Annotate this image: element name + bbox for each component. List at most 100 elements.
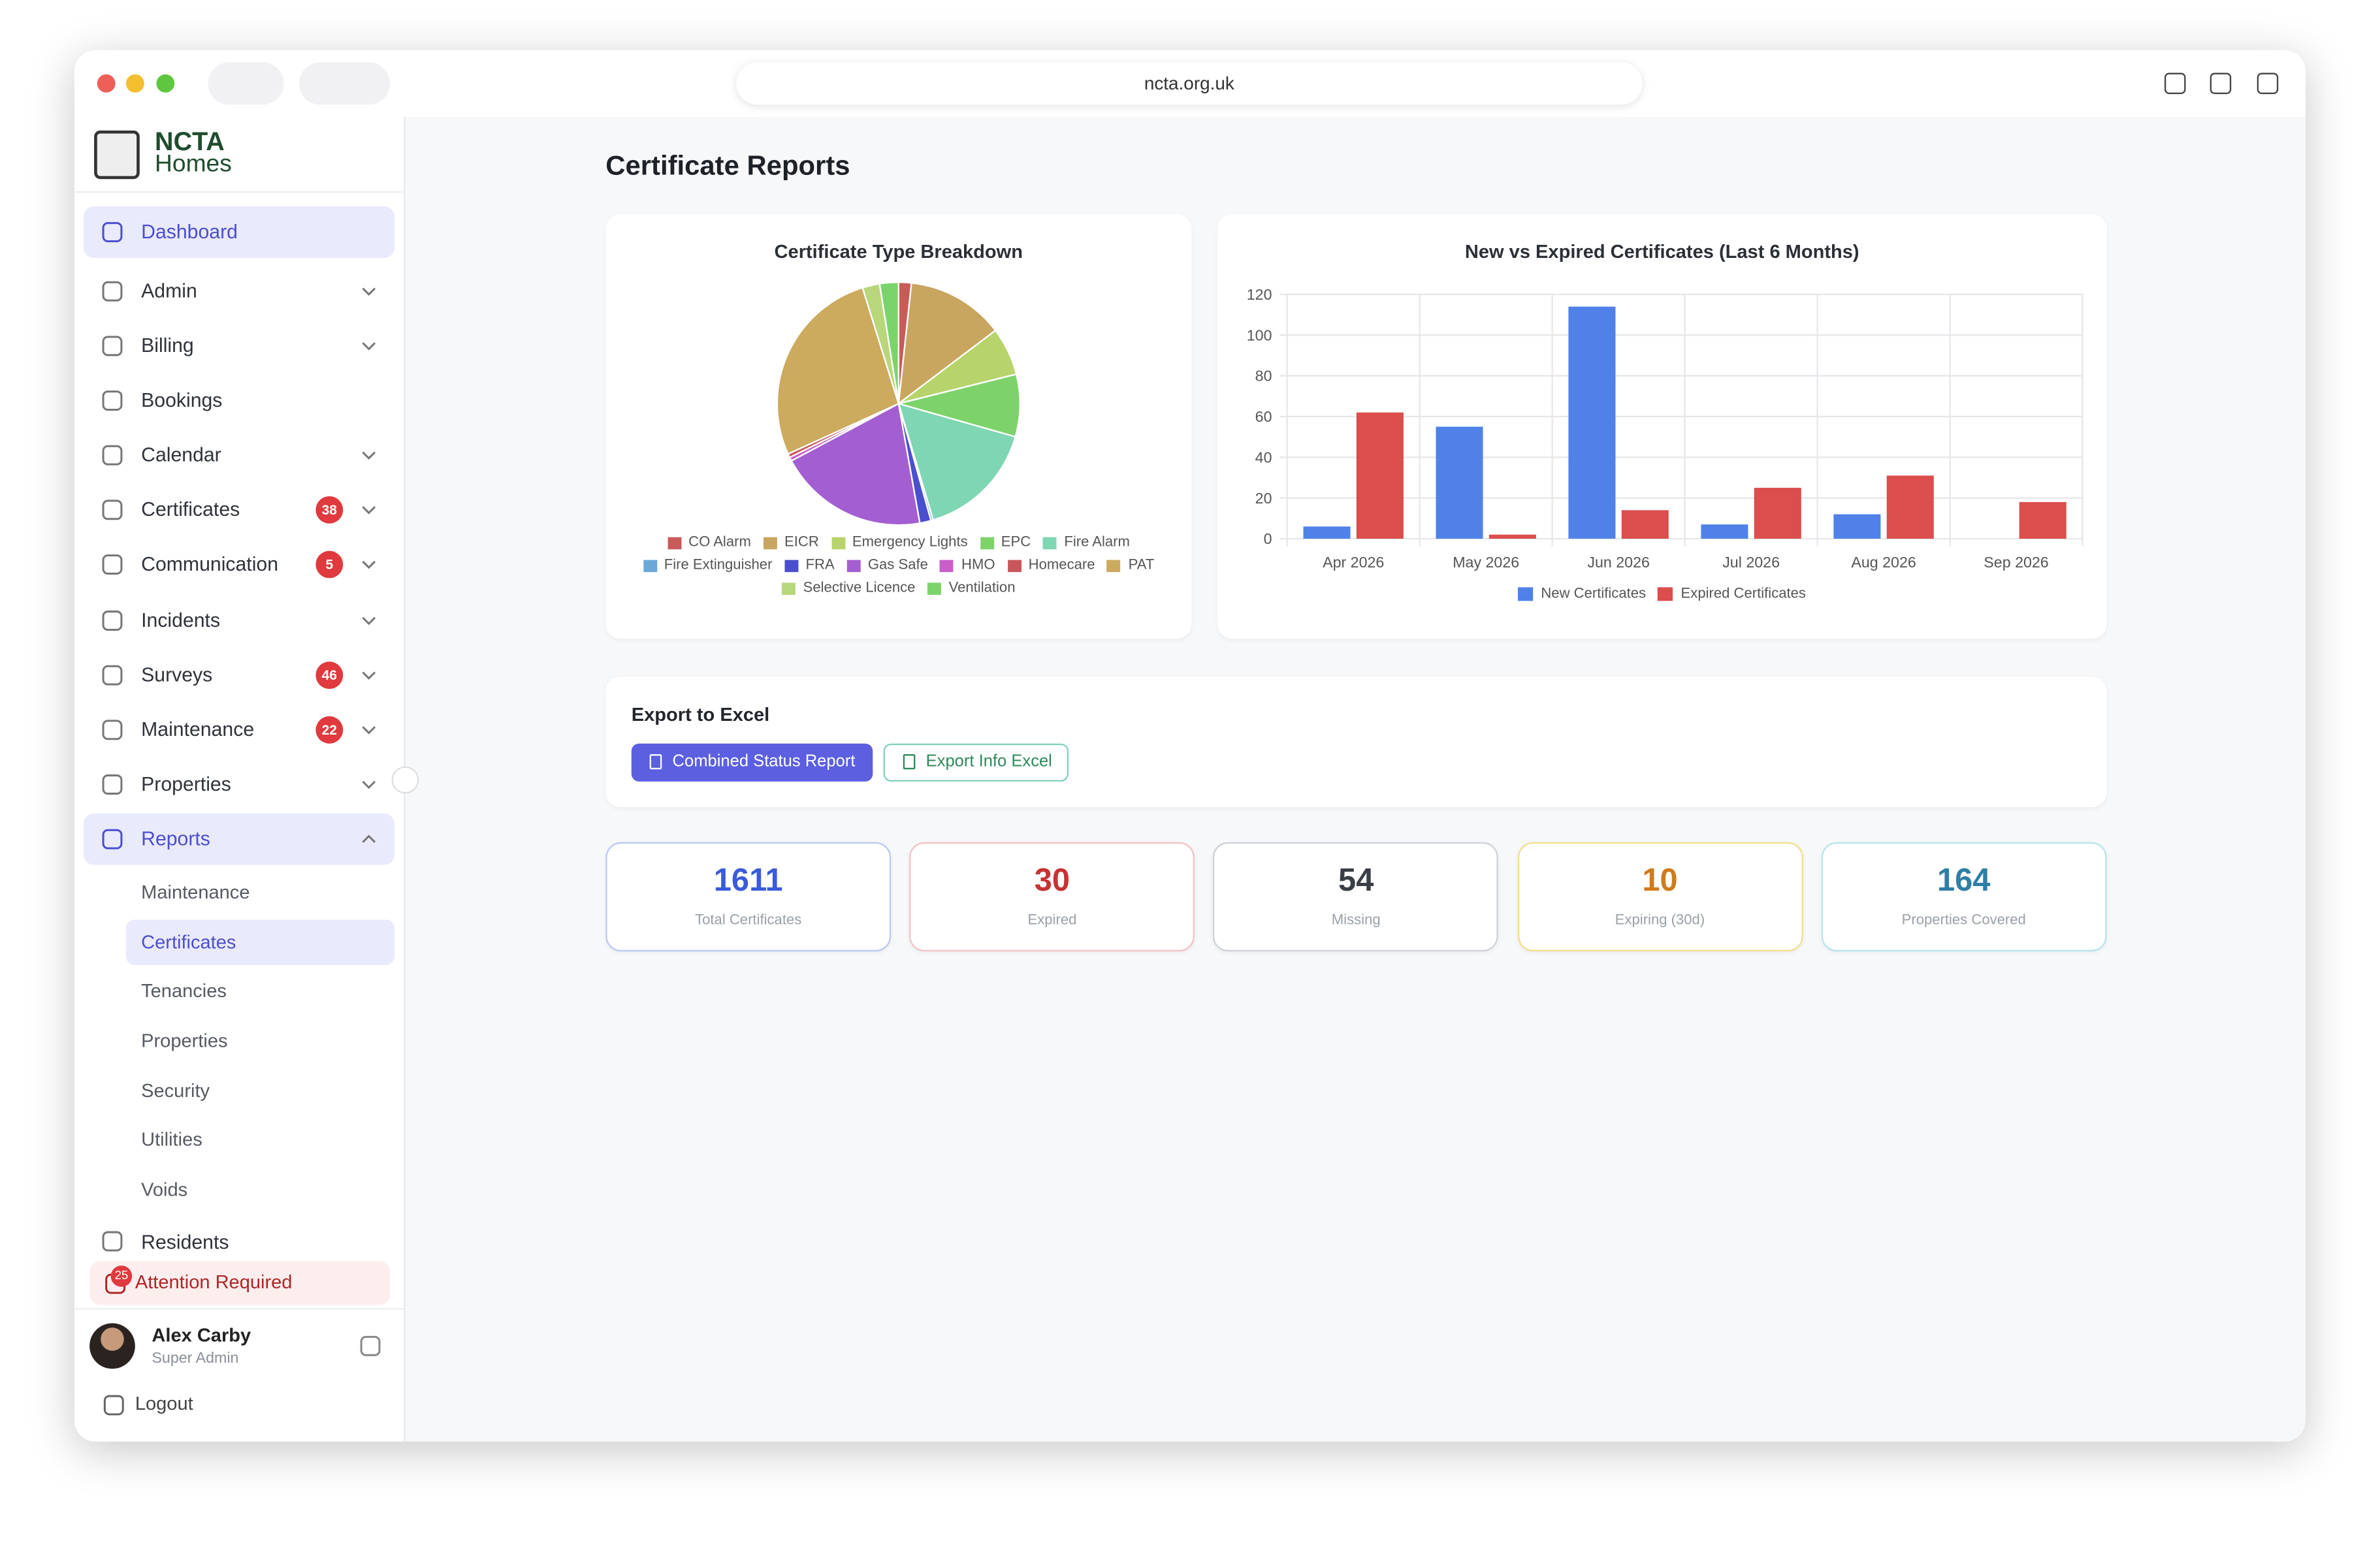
stat-value: 1611: [713, 863, 783, 898]
logo-line2: Homes: [155, 151, 232, 178]
nav-item[interactable]: Maintenance 22: [84, 704, 394, 755]
address-bar[interactable]: ncta.org.uk: [736, 62, 1643, 105]
user-name: Alex Carby: [152, 1324, 251, 1346]
bar: [1754, 488, 1801, 539]
legend-swatch: [831, 536, 845, 549]
stat-label: Expiring (30d): [1615, 912, 1705, 929]
nav-item[interactable]: Billing: [84, 320, 394, 372]
legend-swatch: [940, 559, 954, 571]
subnav-item[interactable]: Security: [126, 1068, 394, 1114]
legend-swatch: [667, 536, 681, 549]
window-control[interactable]: [97, 74, 116, 93]
legend-item: Emergency Lights: [831, 534, 968, 551]
nav-icon: [102, 665, 123, 686]
export-title: Export to Excel: [631, 704, 770, 725]
collapse-button[interactable]: [391, 766, 419, 794]
legend-label: EICR: [784, 534, 819, 551]
legend-swatch: [1658, 587, 1673, 601]
chevron: [362, 287, 376, 296]
button-export-info[interactable]: Export Info Excel: [883, 743, 1069, 782]
pie-slice: [897, 402, 1017, 521]
y-tick-label: 0: [1264, 530, 1272, 547]
legend-label: EPC: [1001, 534, 1031, 551]
chevron-line: [362, 671, 376, 680]
button-combined-report[interactable]: Combined Status Report: [631, 743, 873, 782]
nav-item[interactable]: Residents: [84, 1223, 394, 1260]
nav-item[interactable]: Dashboard: [83, 206, 395, 259]
nav-item[interactable]: Surveys 46: [84, 650, 394, 701]
pie-slice: [790, 402, 921, 526]
nav-item[interactable]: Certificates 38: [84, 484, 394, 535]
chevron: [362, 726, 376, 735]
chevron: [362, 451, 376, 460]
legend-label: Ventilation: [948, 579, 1016, 597]
legend-label: Fire Extinguisher: [664, 556, 773, 574]
legend: New Certificates Expired Certificates: [1217, 586, 2107, 603]
subnav-item[interactable]: Properties: [126, 1018, 394, 1064]
legend-label: Expired Certificates: [1680, 586, 1806, 603]
nav-item[interactable]: Reports: [83, 813, 395, 865]
chevron: [362, 616, 376, 626]
button-icon: [649, 754, 662, 770]
toolbar-button[interactable]: [2210, 72, 2232, 95]
stat-value: 54: [1338, 863, 1374, 898]
stat-label: Missing: [1331, 912, 1381, 929]
x-tick-label: Sep 2026: [1984, 554, 2048, 571]
toolbar-button[interactable]: [2257, 72, 2279, 95]
nav-icon: [360, 1335, 381, 1356]
nav-buttons[interactable]: [298, 62, 391, 105]
y-tick-label: 40: [1255, 449, 1272, 466]
bar: [1488, 534, 1536, 539]
legend-swatch: [763, 536, 777, 549]
nav-label: Bookings: [141, 388, 223, 411]
chevron-line: [362, 726, 376, 735]
window-control[interactable]: [125, 74, 144, 93]
subnav-item[interactable]: Utilities: [126, 1117, 394, 1162]
legend-item: EICR: [763, 534, 819, 551]
nav-item[interactable]: Communication 5: [84, 539, 394, 590]
attention[interactable]: 25 Attention Required: [89, 1261, 391, 1305]
legend-item: Ventilation: [927, 579, 1016, 597]
subnav-label: Security: [141, 1080, 210, 1102]
legend-item: PAT: [1107, 557, 1154, 573]
subnav-label: Utilities: [141, 1129, 202, 1151]
subnav-item[interactable]: Voids: [126, 1167, 394, 1213]
nav-item[interactable]: Incidents: [84, 595, 394, 646]
button-icon: [903, 754, 916, 770]
nav-icon: [103, 1395, 124, 1416]
legend-swatch: [980, 536, 994, 549]
url-text: ncta.org.uk: [1144, 72, 1234, 95]
toolbar-button[interactable]: [2164, 72, 2186, 95]
window-control[interactable]: [156, 74, 175, 93]
bar: [1436, 426, 1483, 539]
logout-label: Logout: [135, 1393, 193, 1414]
nav-icon: [102, 281, 123, 302]
nav-item[interactable]: Properties: [84, 759, 394, 810]
legend: CO Alarm EICR Emergency Lights EPC Fire Alar…: [636, 534, 1161, 596]
subnav-item[interactable]: Maintenance: [126, 870, 394, 915]
legend-swatch: [1007, 559, 1021, 571]
nav-item[interactable]: Calendar: [84, 430, 394, 481]
subnav-item[interactable]: Certificates: [125, 919, 395, 966]
nav-icon-shape: [102, 390, 123, 411]
chevron: [362, 560, 376, 569]
nav-item[interactable]: Bookings: [84, 375, 394, 426]
stat-card: 54 Missing: [1213, 842, 1499, 952]
legend-swatch: [643, 559, 657, 571]
y-tick-label: 120: [1247, 286, 1272, 303]
pie-slice: [878, 281, 899, 404]
sidebar-toggle[interactable]: [208, 62, 284, 105]
nav-label: Dashboard: [141, 219, 238, 243]
legend-swatch: [1042, 536, 1057, 549]
logout[interactable]: Logout: [100, 1391, 221, 1419]
nav-icon-shape: [102, 222, 123, 243]
stat-card: 10 Expiring (30d): [1517, 842, 1803, 952]
bar: [1621, 510, 1669, 539]
nav-icon: [102, 336, 123, 357]
legend-item: EPC: [980, 534, 1031, 551]
bar: [2019, 501, 2066, 539]
legend-label: FRA: [805, 556, 835, 574]
nav-item[interactable]: Admin: [84, 266, 394, 317]
subnav-item[interactable]: Tenancies: [126, 968, 394, 1014]
